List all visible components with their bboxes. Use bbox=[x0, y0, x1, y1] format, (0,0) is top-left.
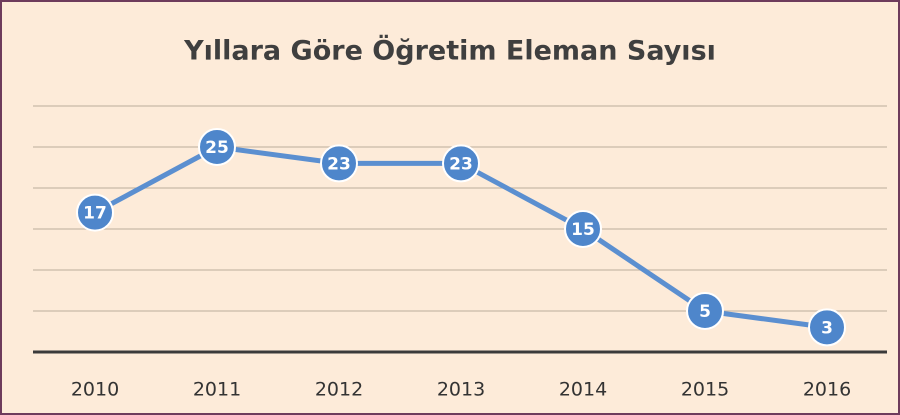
data-label: 23 bbox=[449, 154, 473, 174]
data-label: 15 bbox=[571, 220, 595, 240]
data-label: 3 bbox=[821, 318, 833, 338]
data-label: 25 bbox=[205, 138, 229, 158]
x-tick-label: 2015 bbox=[681, 379, 729, 401]
data-label: 17 bbox=[83, 204, 107, 224]
data-label: 23 bbox=[327, 154, 351, 174]
x-tick-label: 2013 bbox=[437, 379, 485, 401]
x-tick-label: 2014 bbox=[559, 379, 607, 401]
marker bbox=[198, 128, 236, 166]
marker bbox=[686, 292, 724, 330]
x-tick-label: 2012 bbox=[315, 379, 363, 401]
x-tick-label: 2016 bbox=[803, 379, 851, 401]
marker bbox=[442, 144, 480, 183]
x-tick-label: 2011 bbox=[193, 379, 241, 401]
marker bbox=[320, 144, 358, 183]
data-label: 5 bbox=[699, 302, 711, 322]
x-tick-label: 2010 bbox=[71, 379, 119, 401]
chart-title: Yıllara Göre Öğretim Eleman Sayısı bbox=[183, 34, 716, 67]
marker bbox=[808, 308, 846, 347]
marker bbox=[564, 210, 602, 248]
marker bbox=[76, 193, 114, 232]
